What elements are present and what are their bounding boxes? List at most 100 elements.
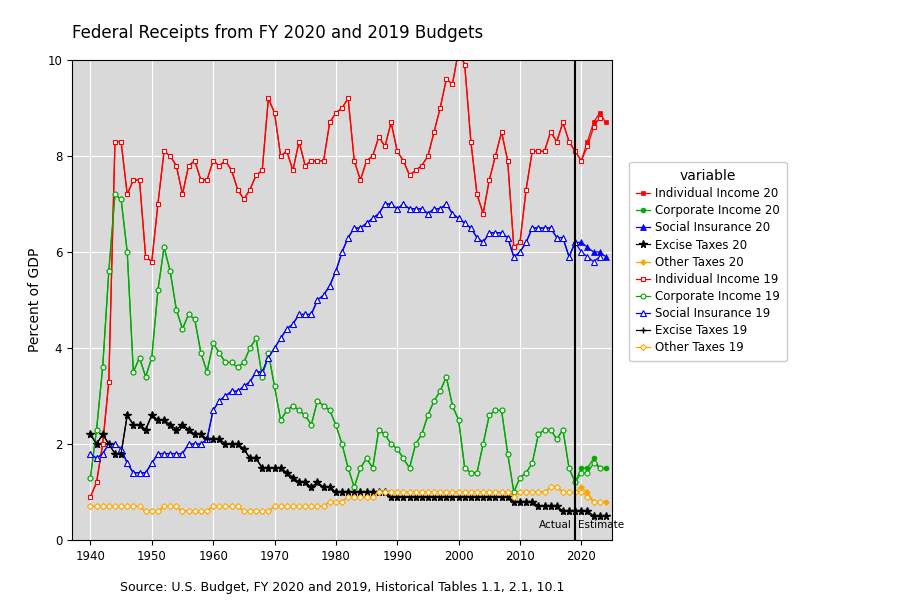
Social Insurance 20	[128, 469, 139, 476]
Individual Income 20	[343, 95, 354, 102]
Text: Actual: Actual	[539, 520, 572, 530]
Excise Taxes 19	[91, 440, 102, 448]
Excise Taxes 20	[245, 455, 256, 462]
Other Taxes 19	[85, 503, 95, 510]
Other Taxes 19	[545, 484, 556, 491]
Excise Taxes 20	[122, 412, 132, 419]
Other Taxes 20	[269, 503, 280, 510]
Corporate Income 19	[343, 464, 354, 472]
Line: Corporate Income 20: Corporate Income 20	[88, 192, 608, 494]
Other Taxes 20	[245, 508, 256, 515]
Corporate Income 20	[600, 464, 611, 472]
Legend: Individual Income 20, Corporate Income 20, Social Insurance 20, Excise Taxes 20,: Individual Income 20, Corporate Income 2…	[629, 162, 787, 361]
Other Taxes 19	[478, 488, 489, 496]
Social Insurance 19	[594, 253, 605, 260]
Other Taxes 19	[116, 503, 127, 510]
Other Taxes 19	[594, 498, 605, 505]
Corporate Income 20	[251, 335, 262, 342]
Social Insurance 19	[319, 292, 329, 299]
Other Taxes 20	[349, 493, 360, 500]
Excise Taxes 19	[343, 488, 354, 496]
Corporate Income 19	[91, 426, 102, 433]
Social Insurance 20	[85, 450, 95, 457]
Line: Excise Taxes 19: Excise Taxes 19	[87, 412, 603, 520]
Social Insurance 20	[349, 224, 360, 232]
Y-axis label: Percent of GDP: Percent of GDP	[28, 248, 41, 352]
Social Insurance 19	[380, 200, 391, 208]
Other Taxes 19	[319, 503, 329, 510]
Other Taxes 19	[502, 488, 513, 496]
Line: Other Taxes 20: Other Taxes 20	[88, 485, 608, 513]
Excise Taxes 19	[594, 512, 605, 520]
Corporate Income 20	[269, 383, 280, 390]
Social Insurance 19	[128, 469, 139, 476]
Other Taxes 20	[545, 484, 556, 491]
Social Insurance 19	[508, 253, 519, 260]
Individual Income 19	[85, 493, 95, 500]
Individual Income 19	[478, 210, 489, 217]
Corporate Income 19	[508, 488, 519, 496]
Corporate Income 20	[177, 325, 188, 332]
Line: Other Taxes 19: Other Taxes 19	[88, 485, 602, 513]
Line: Social Insurance 20: Social Insurance 20	[87, 201, 608, 476]
Individual Income 19	[454, 47, 464, 54]
Individual Income 20	[576, 157, 587, 164]
Individual Income 19	[312, 157, 323, 164]
Social Insurance 19	[116, 445, 127, 452]
Social Insurance 20	[245, 378, 256, 385]
Excise Taxes 20	[177, 421, 188, 428]
Corporate Income 19	[110, 191, 121, 198]
Other Taxes 20	[85, 503, 95, 510]
Individual Income 19	[337, 104, 347, 112]
Line: Individual Income 19: Individual Income 19	[88, 48, 602, 499]
Corporate Income 20	[349, 484, 360, 491]
Excise Taxes 19	[116, 450, 127, 457]
Social Insurance 20	[251, 368, 262, 376]
Corporate Income 19	[319, 402, 329, 409]
Other Taxes 20	[251, 508, 262, 515]
Individual Income 20	[263, 95, 274, 102]
Corporate Income 20	[508, 488, 519, 496]
Individual Income 20	[171, 162, 182, 169]
Excise Taxes 20	[589, 512, 599, 520]
Individual Income 20	[238, 196, 249, 203]
Text: Estimate: Estimate	[578, 520, 625, 530]
Line: Corporate Income 19: Corporate Income 19	[88, 192, 602, 494]
Corporate Income 19	[502, 450, 513, 457]
Social Insurance 19	[85, 450, 95, 457]
Other Taxes 20	[582, 488, 593, 496]
Other Taxes 19	[91, 503, 102, 510]
Excise Taxes 19	[319, 484, 329, 491]
Line: Individual Income 20: Individual Income 20	[88, 48, 608, 499]
Line: Excise Taxes 20: Excise Taxes 20	[86, 412, 609, 520]
Corporate Income 19	[85, 474, 95, 481]
Excise Taxes 19	[502, 493, 513, 500]
Corporate Income 20	[110, 191, 121, 198]
Individual Income 20	[454, 47, 464, 54]
Line: Social Insurance 19: Social Insurance 19	[87, 201, 602, 476]
Social Insurance 20	[177, 450, 188, 457]
Social Insurance 20	[269, 344, 280, 352]
Corporate Income 20	[85, 474, 95, 481]
Social Insurance 19	[91, 455, 102, 462]
Individual Income 19	[502, 157, 513, 164]
Individual Income 20	[245, 186, 256, 193]
Excise Taxes 20	[576, 508, 587, 515]
Social Insurance 20	[582, 244, 593, 251]
Other Taxes 19	[343, 493, 354, 500]
Individual Income 19	[594, 114, 605, 121]
Excise Taxes 19	[85, 431, 95, 438]
Other Taxes 19	[140, 508, 151, 515]
Excise Taxes 19	[589, 512, 599, 520]
Individual Income 19	[116, 138, 127, 145]
Social Insurance 20	[600, 253, 611, 260]
Corporate Income 19	[122, 248, 132, 256]
Social Insurance 19	[484, 229, 495, 236]
Excise Taxes 20	[349, 488, 360, 496]
Excise Taxes 20	[600, 512, 611, 520]
Text: Source: U.S. Budget, FY 2020 and 2019, Historical Tables 1.1, 2.1, 10.1: Source: U.S. Budget, FY 2020 and 2019, H…	[120, 581, 564, 594]
Text: Federal Receipts from FY 2020 and 2019 Budgets: Federal Receipts from FY 2020 and 2019 B…	[72, 24, 483, 42]
Social Insurance 19	[343, 234, 354, 241]
Corporate Income 20	[245, 344, 256, 352]
Individual Income 19	[91, 479, 102, 486]
